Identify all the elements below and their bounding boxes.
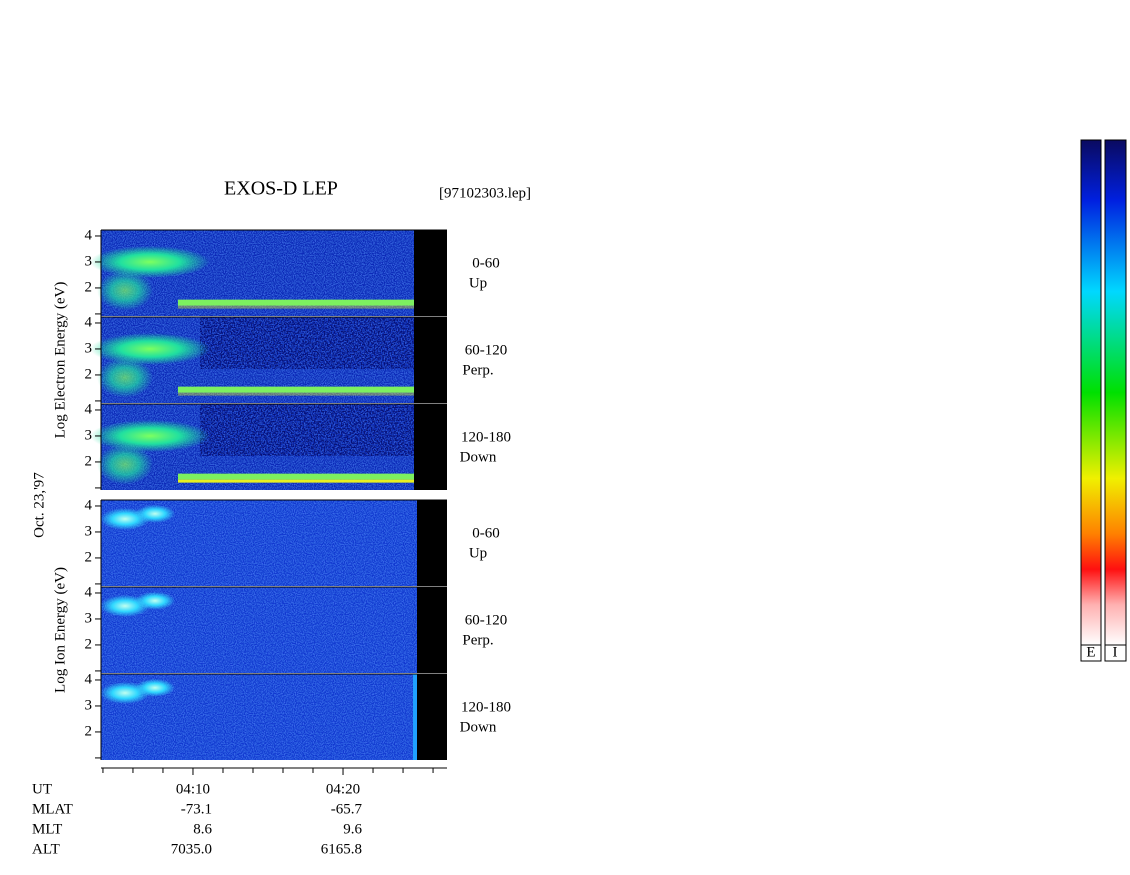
direction: Down	[460, 449, 497, 465]
row-value: 9.6	[343, 821, 362, 837]
y-tick-label: 4	[85, 671, 93, 687]
x-tick-label: 04:10	[176, 781, 210, 797]
y-tick-label: 3	[85, 610, 93, 626]
row-value: 8.6	[193, 821, 212, 837]
pitch-angle: 0-60	[472, 255, 500, 271]
electron-blob	[90, 332, 210, 365]
colorbar-box	[1080, 644, 1102, 662]
direction: Up	[469, 275, 487, 291]
y-tick-label: 4	[85, 401, 93, 417]
y-tick-label: 2	[85, 279, 93, 295]
chart-title: EXOS-D LEP	[224, 178, 338, 200]
colorbar-label: E	[1086, 644, 1095, 660]
y-tick-label: 4	[85, 227, 93, 243]
colorbar-label: I	[1113, 644, 1118, 660]
pitch-angle: 0-60	[472, 525, 500, 541]
colorbar-box	[1104, 644, 1127, 662]
electron-band	[178, 305, 414, 309]
electron-band	[178, 392, 414, 396]
y-tick-label: 2	[85, 636, 93, 652]
electron-blob	[97, 444, 153, 485]
pitch-angle: 120-180	[461, 429, 511, 445]
electron-band	[178, 473, 414, 480]
row-label: MLAT	[32, 801, 73, 817]
y-tick-label: 4	[85, 497, 93, 513]
row-value: -73.1	[181, 801, 212, 817]
y-tick-label: 3	[85, 427, 93, 443]
date-label: Oct. 23,'97	[31, 472, 47, 538]
electron-band	[178, 299, 414, 306]
row-label: MLT	[32, 821, 62, 837]
spectrogram-dark	[200, 404, 414, 456]
y-tick-label: 3	[85, 253, 93, 269]
y-tick-label: 3	[85, 523, 93, 539]
y-tick-label: 3	[85, 340, 93, 356]
electron-blob	[97, 357, 153, 398]
electron-band	[178, 386, 414, 393]
ion-blob	[135, 591, 175, 610]
y-tick-label: 4	[85, 584, 93, 600]
y-tick-label: 2	[85, 453, 93, 469]
direction: Up	[469, 545, 487, 561]
row-label: UT	[32, 781, 52, 797]
pitch-angle: 60-120	[465, 612, 508, 628]
electron-blob	[97, 270, 153, 311]
pitch-angle: 60-120	[465, 342, 508, 358]
y-tick-label: 3	[85, 697, 93, 713]
direction: Perp.	[462, 632, 493, 648]
pitch-angle: 120-180	[461, 699, 511, 715]
ion-blob	[135, 678, 175, 697]
y-tick-label: 2	[85, 723, 93, 739]
ion-blob	[135, 504, 175, 523]
file-name: [97102303.lep]	[439, 185, 531, 201]
y-axis-label: Log Electron Energy (eV)	[52, 282, 68, 439]
row-label: ALT	[32, 841, 60, 857]
direction: Perp.	[462, 362, 493, 378]
x-tick-label: 04:20	[326, 781, 360, 797]
ion-edge	[413, 674, 417, 760]
direction: Down	[460, 719, 497, 735]
electron-blob	[90, 245, 210, 278]
electron-band	[178, 479, 414, 483]
spectrogram-dark	[200, 317, 414, 369]
y-axis-label: Log Ion Energy (eV)	[52, 567, 68, 693]
row-value: 6165.8	[321, 841, 362, 857]
electron-blob	[90, 419, 210, 452]
y-tick-label: 4	[85, 314, 93, 330]
y-tick-label: 2	[85, 549, 93, 565]
y-tick-label: 2	[85, 366, 93, 382]
row-value: -65.7	[331, 801, 363, 817]
colorbar	[1104, 139, 1127, 646]
colorbar	[1080, 139, 1102, 646]
row-value: 7035.0	[171, 841, 212, 857]
